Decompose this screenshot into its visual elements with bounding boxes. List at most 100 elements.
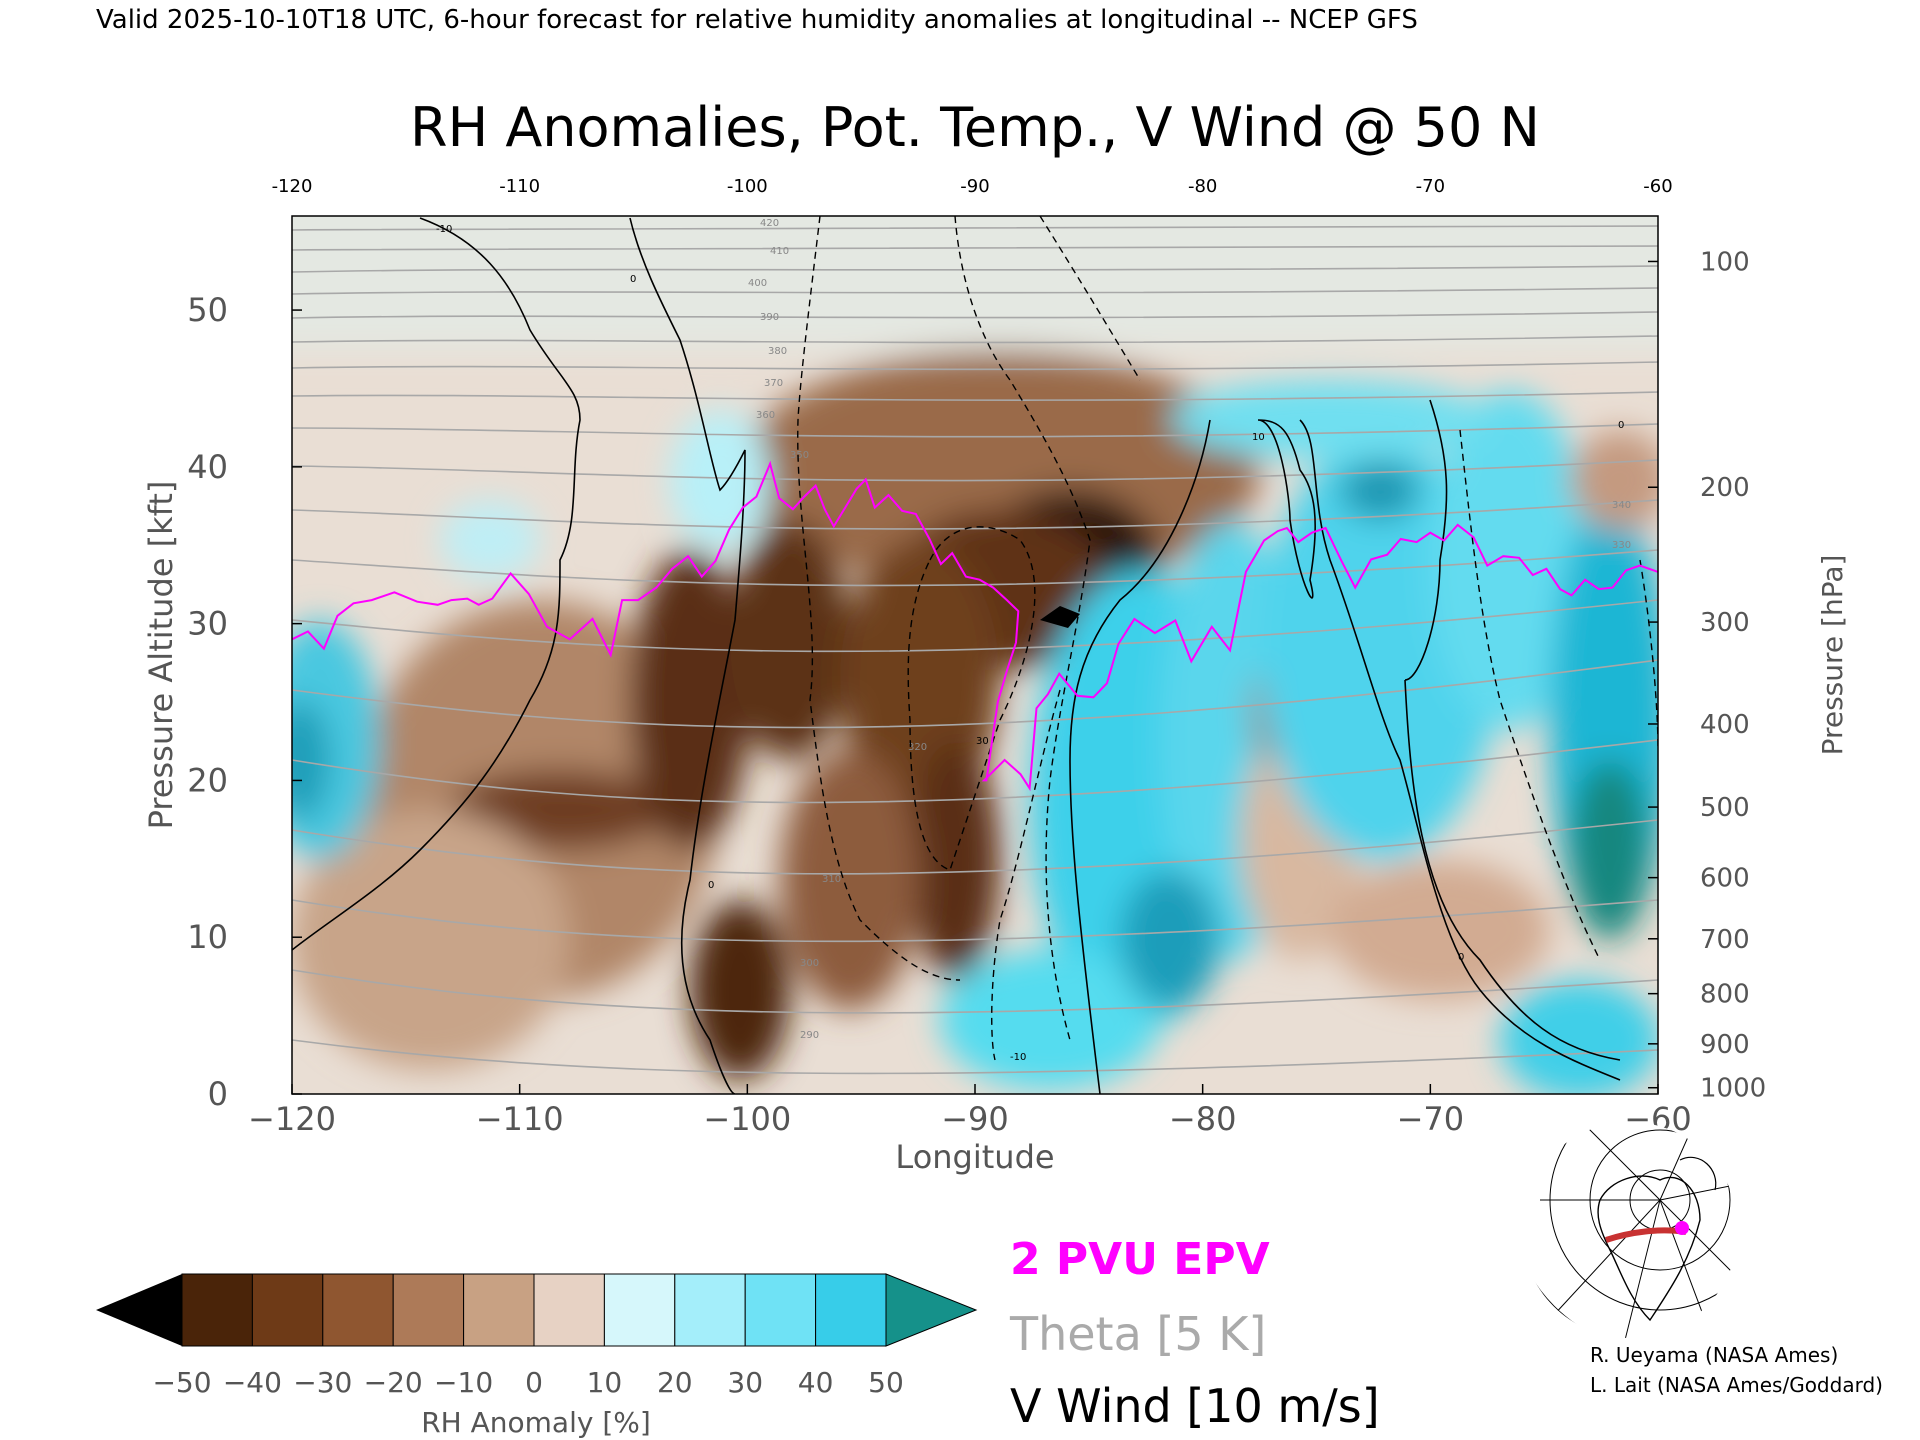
x-tick-label: −90 [941,1100,1009,1138]
colorbar-under-arrow [96,1274,182,1346]
theta-contours [292,225,1658,1075]
credit-line-2: L. Lait (NASA Ames/Goddard) [1590,1373,1883,1397]
theta-label: 350 [790,450,809,461]
x-tick-label: −120 [248,1100,336,1138]
x-tick-label: −80 [1169,1100,1237,1138]
header-text: Valid 2025-10-10T18 UTC, 6-hour forecast… [96,5,1418,35]
y-axis-label-right: Pressure [hPa] [1816,555,1849,756]
colorbar-box [533,1273,605,1347]
colorbar-box [603,1273,676,1347]
x-tick-label: −100 [703,1100,791,1138]
theta-label: 400 [748,278,767,289]
pressure-tick-label: 100 [1700,247,1750,277]
credit-line-1: R. Ueyama (NASA Ames) [1590,1343,1838,1367]
v-wind-label: -10 [436,224,452,235]
y-tick-label: 20 [187,761,228,799]
v-wind-label: 0 [1458,952,1464,963]
y-axis-label-left: Pressure Altitude [kft] [142,481,180,830]
v-wind-label: 0 [708,880,714,891]
pressure-tick-label: 1000 [1700,1074,1766,1104]
legend-epv: 2 PVU EPV [1010,1234,1270,1285]
dark-core-marker [1040,606,1080,628]
theta-label: 410 [770,246,789,257]
colorbar-over-arrow [885,1273,978,1347]
colorbar-tick-label: 0 [525,1366,543,1399]
theta-label: 290 [800,1030,819,1041]
theta-label: 390 [760,312,779,323]
y-tick-label: 0 [208,1075,228,1113]
v-wind-label: 30 [976,736,989,747]
pressure-tick-label: 900 [1700,1030,1750,1060]
pressure-tick-label: 600 [1700,864,1750,894]
theta-label: 420 [760,218,779,229]
colorbar-box [392,1273,465,1347]
top-axis-ticks: -120 -110 -100 -90 -80 -70 -60 [272,176,1673,197]
colorbar-box [322,1273,394,1347]
y-tick-label: 30 [187,605,228,643]
x-tick-label: −110 [476,1100,564,1138]
v-wind-contours [292,217,1621,1094]
legend-v-wind: V Wind [10 m/s] [1010,1379,1380,1433]
theta-label: 310 [822,874,841,885]
map-highlight-dot [1675,1221,1689,1235]
y-tick-label: 10 [187,918,228,956]
colorbar-tick-label: −50 [152,1366,211,1399]
colorbar-tick-label: 10 [587,1366,623,1399]
pressure-tick-label: 800 [1700,980,1750,1010]
v-wind-label: 0 [630,274,636,285]
pressure-tick-label: 300 [1700,608,1750,638]
rh-anomaly-field [292,216,1658,1094]
theta-label: 360 [756,410,775,421]
colorbar-tick-label: −30 [293,1366,352,1399]
v-wind-label: 0 [1618,420,1624,431]
v-wind-label: -10 [1010,1052,1026,1063]
top-tick-label: -60 [1643,176,1672,197]
colorbar-box [251,1273,324,1347]
legend: 2 PVU EPV Theta [5 K] V Wind [10 m/s] [1009,1234,1380,1433]
colorbar-boxes [181,1273,887,1347]
y-tick-label: 50 [187,291,228,329]
colorbar-box [815,1273,887,1347]
colorbar: −50 −40 −30 −20 −10 0 10 20 30 40 50 RH Anomaly [%… [96,1273,978,1439]
theta-label: 330 [1612,540,1631,551]
colorbar-tick-label: 20 [657,1366,693,1399]
x-axis-ticks: −120 −110 −100 −90 −80 −70 −60 [248,1084,1692,1138]
v-wind-contour-labels: 0 -10 30 0 10 -10 0 0 [436,224,1624,1063]
theta-label: 370 [764,378,783,389]
pressure-tick-label: 500 [1700,793,1750,823]
theta-label: 340 [1612,500,1631,511]
colorbar-box [181,1273,253,1347]
map-inset [1522,1122,1738,1338]
x-axis-label: Longitude [895,1138,1054,1176]
top-tick-label: -90 [960,176,989,197]
y-axis-right-ticks: 100 200 300 400 500 600 700 800 900 1000 [1648,247,1766,1104]
colorbar-tick-label: 50 [868,1366,904,1399]
epv-2pvu-line [292,460,1658,792]
top-tick-label: -110 [499,176,540,197]
colorbar-box [463,1273,535,1347]
top-tick-label: -70 [1416,176,1445,197]
theta-label: 320 [908,742,927,753]
colorbar-tick-label: −40 [223,1366,282,1399]
colorbar-tick-label: 40 [798,1366,834,1399]
pressure-tick-label: 400 [1700,710,1750,740]
pressure-tick-label: 700 [1700,925,1750,955]
colorbar-tick-label: −20 [364,1366,423,1399]
colorbar-tick-label: 30 [727,1366,763,1399]
plot-area: 420 410 400 390 380 370 360 350 340 330 … [187,176,1766,1138]
x-tick-label: −70 [1397,1100,1465,1138]
top-tick-label: -80 [1188,176,1217,197]
y-axis-left-ticks: 0 10 20 30 40 50 [187,291,302,1113]
legend-theta: Theta [5 K] [1009,1307,1266,1361]
top-tick-label: -120 [272,176,313,197]
theta-label: 380 [768,346,787,357]
colorbar-ticks: −50 −40 −30 −20 −10 0 10 20 30 40 50 [152,1366,903,1399]
colorbar-box [744,1273,817,1347]
theta-contour-labels: 420 410 400 390 380 370 360 350 340 330 … [748,218,1631,1041]
y-tick-label: 40 [187,448,228,486]
colorbar-label: RH Anomaly [%] [421,1406,651,1439]
chart-title: RH Anomalies, Pot. Temp., V Wind @ 50 N [410,96,1540,159]
top-tick-label: -100 [727,176,768,197]
theta-label: 300 [800,958,819,969]
